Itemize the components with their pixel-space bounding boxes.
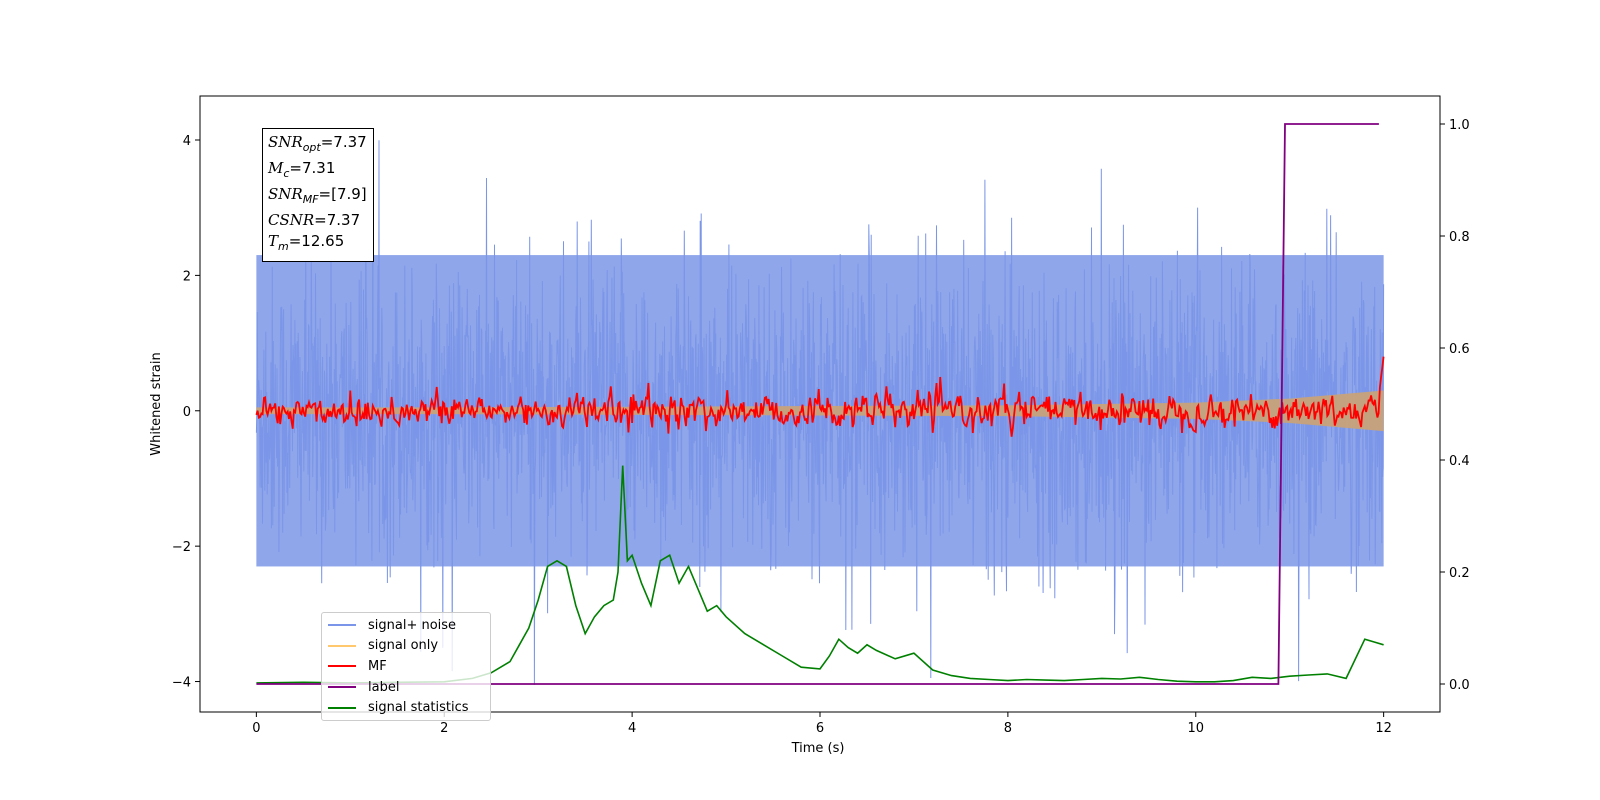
legend-label: signal statistics [368, 700, 469, 716]
y2-axis-ticks: 0.0 0.2 0.4 0.6 0.8 1.0 [1440, 118, 1470, 693]
signal-noise-line [255, 140, 1385, 685]
x-tick-label: 12 [1375, 721, 1392, 736]
y-tick-label: 2 [183, 269, 191, 284]
annotation-subscript: m [278, 240, 289, 253]
label-line [256, 123, 1379, 685]
x-tick-label: 10 [1187, 721, 1204, 736]
annotation-key: T [268, 232, 279, 250]
y-tick-label: 4 [183, 134, 191, 149]
x-tick-label: 6 [816, 721, 824, 736]
annotation-value: =7.37 [314, 211, 361, 229]
legend-swatch [328, 706, 356, 709]
legend-item: label [328, 677, 484, 698]
legend-item: MF [328, 656, 484, 677]
signal-only-series [256, 390, 1384, 432]
y2-tick-label: 0.2 [1449, 566, 1470, 581]
legend-item: signal+ noise [328, 615, 484, 636]
y2-tick-label: 1.0 [1449, 118, 1470, 133]
annotation-value: =12.65 [288, 232, 345, 250]
mf-line [255, 356, 1385, 437]
y2-tick-label: 0.0 [1449, 678, 1470, 693]
y2-tick-label: 0.8 [1449, 230, 1470, 245]
legend-label: MF [368, 658, 387, 674]
y-tick-label: −2 [172, 540, 191, 555]
legend-item: signal only [328, 636, 484, 657]
y-axis-ticks: −4 −2 0 2 4 [172, 134, 200, 691]
annotation-key: M [268, 159, 284, 177]
y-tick-label: 0 [183, 405, 191, 420]
annotation-key: SNR [268, 133, 303, 151]
y-tick-label: −4 [172, 676, 191, 691]
annotation-row: SNRopt=7.37 [268, 132, 367, 158]
legend-label: signal only [368, 638, 439, 654]
y-axis-label: Whitened strain [149, 352, 164, 455]
signal-only-envelope [256, 390, 1384, 432]
y2-tick-label: 0.6 [1449, 342, 1470, 357]
annotation-row: Tm=12.65 [268, 231, 367, 257]
x-tick-label: 4 [628, 721, 636, 736]
legend-swatch [328, 686, 356, 689]
x-tick-label: 8 [1004, 721, 1012, 736]
annotation-row: CSNR=7.37 [268, 210, 367, 231]
annotation-value: =[7.9] [318, 185, 367, 203]
legend-item: signal statistics [328, 697, 484, 718]
legend-label: signal+ noise [368, 617, 457, 633]
legend-swatch [328, 665, 356, 668]
y2-tick-label: 0.4 [1449, 454, 1470, 469]
metrics-annotation-box: SNRopt=7.37 Mc=7.31 SNRMF=[7.9] CSNR=7.37 Tm… [262, 128, 374, 262]
annotation-key: CSNR [268, 211, 315, 229]
label-series [256, 123, 1379, 685]
legend: signal+ noise signal only MF label signal st… [321, 612, 491, 721]
annotation-row: SNRMF=[7.9] [268, 184, 367, 210]
mf-series [255, 356, 1385, 437]
legend-swatch [328, 644, 356, 647]
annotation-subscript: MF [302, 193, 319, 206]
annotation-subscript: c [283, 167, 290, 180]
x-tick-label: 2 [440, 721, 448, 736]
legend-label: label [368, 679, 400, 695]
annotation-subscript: opt [302, 141, 321, 154]
annotation-value: =7.37 [320, 133, 367, 151]
x-tick-label: 0 [252, 721, 260, 736]
legend-swatch [328, 624, 356, 627]
annotation-row: Mc=7.31 [268, 158, 367, 184]
annotation-value: =7.31 [289, 159, 336, 177]
x-axis-label: Time (s) [791, 741, 845, 756]
signal-statistics-series [256, 465, 1384, 684]
annotation-key: SNR [268, 185, 303, 203]
signal-statistics-line [256, 465, 1384, 684]
